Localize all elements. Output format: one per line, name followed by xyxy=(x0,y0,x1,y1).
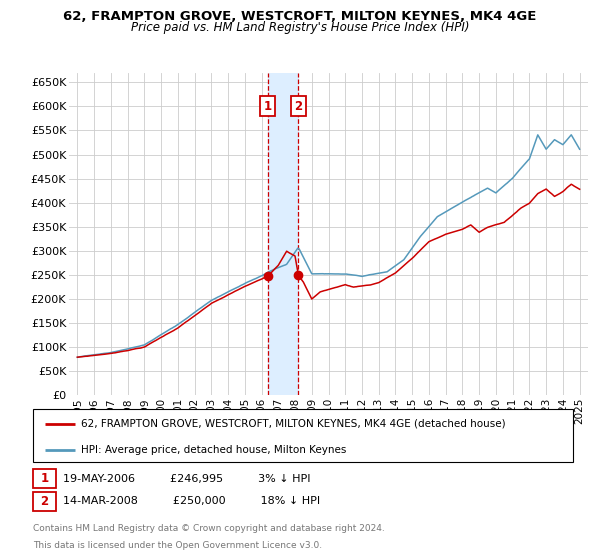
Text: 19-MAY-2006          £246,995          3% ↓ HPI: 19-MAY-2006 £246,995 3% ↓ HPI xyxy=(63,474,311,484)
Bar xyxy=(268,73,298,395)
Text: 1: 1 xyxy=(264,100,272,113)
Text: 1: 1 xyxy=(40,472,49,486)
Text: 62, FRAMPTON GROVE, WESTCROFT, MILTON KEYNES, MK4 4GE (detached house): 62, FRAMPTON GROVE, WESTCROFT, MILTON KE… xyxy=(81,419,506,429)
Text: 62, FRAMPTON GROVE, WESTCROFT, MILTON KEYNES, MK4 4GE: 62, FRAMPTON GROVE, WESTCROFT, MILTON KE… xyxy=(64,10,536,22)
Text: 2: 2 xyxy=(40,494,49,508)
Text: 2: 2 xyxy=(295,100,302,113)
Text: Price paid vs. HM Land Registry's House Price Index (HPI): Price paid vs. HM Land Registry's House … xyxy=(131,21,469,34)
Text: 14-MAR-2008          £250,000          18% ↓ HPI: 14-MAR-2008 £250,000 18% ↓ HPI xyxy=(63,496,320,506)
Text: Contains HM Land Registry data © Crown copyright and database right 2024.: Contains HM Land Registry data © Crown c… xyxy=(33,524,385,533)
Text: This data is licensed under the Open Government Licence v3.0.: This data is licensed under the Open Gov… xyxy=(33,541,322,550)
Text: HPI: Average price, detached house, Milton Keynes: HPI: Average price, detached house, Milt… xyxy=(81,445,346,455)
